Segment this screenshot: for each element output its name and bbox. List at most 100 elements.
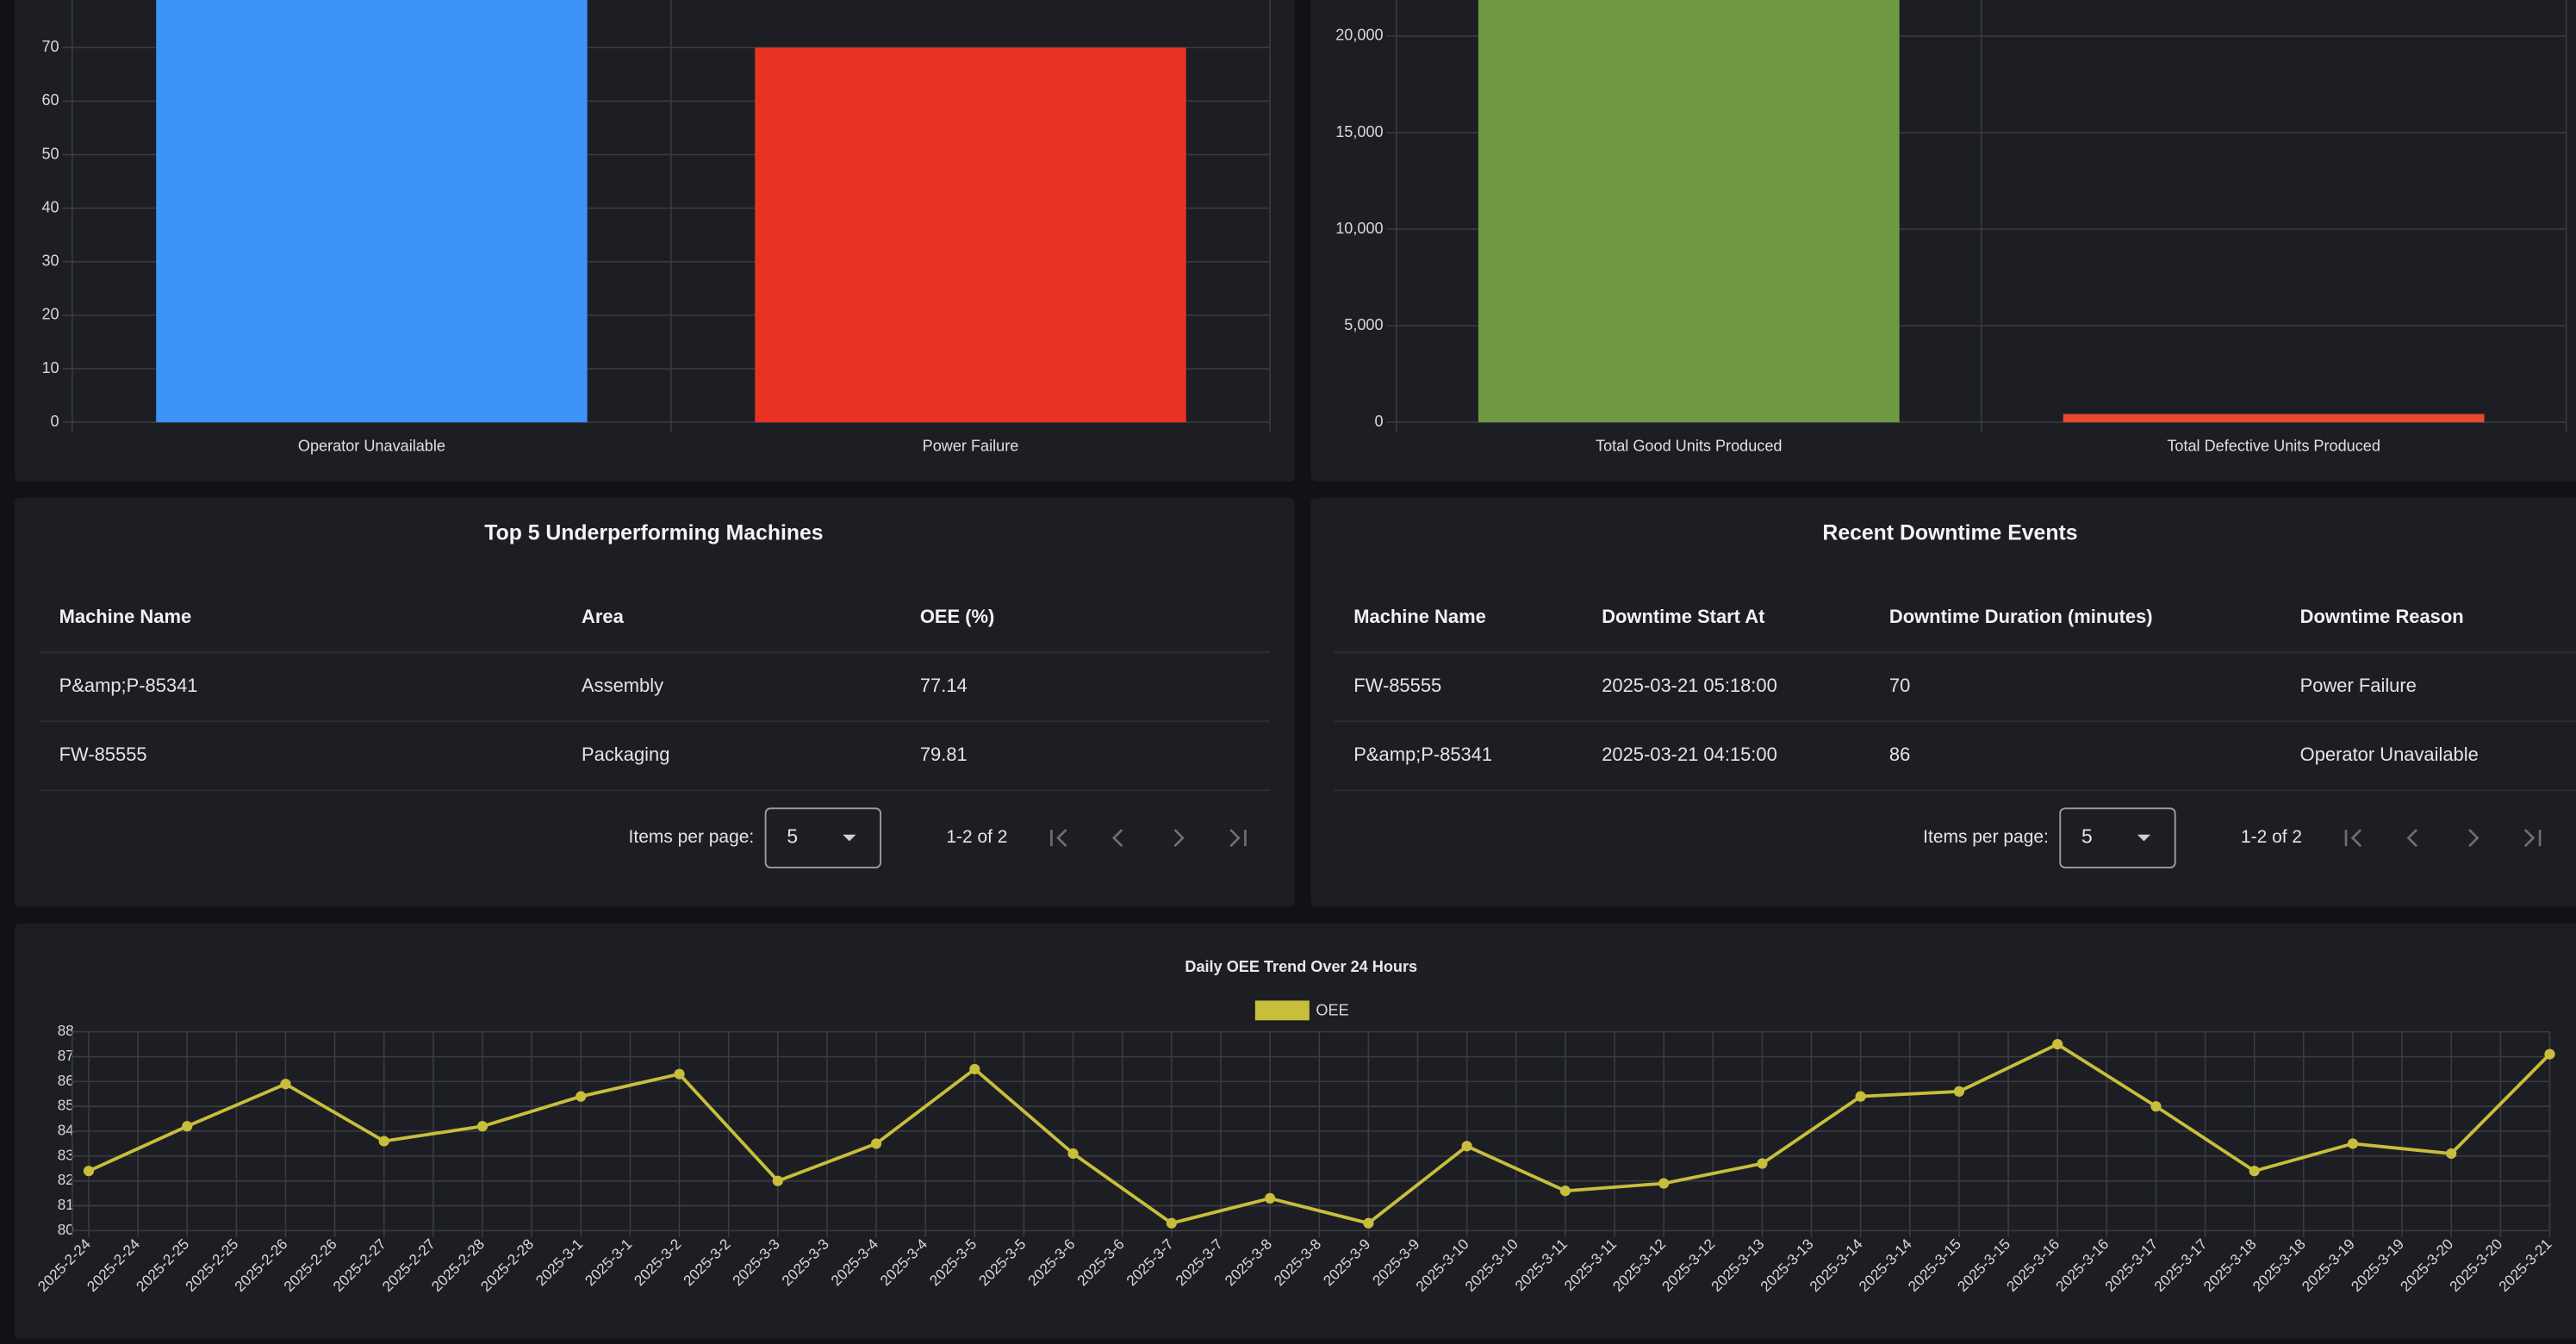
point xyxy=(476,1121,488,1132)
point xyxy=(1658,1178,1670,1189)
items-per-page-label: Items per page: xyxy=(1923,827,2049,847)
y-tick-label: 5,000 xyxy=(1344,316,1383,333)
point xyxy=(1363,1217,1374,1229)
y-tick-label: 20 xyxy=(41,306,59,323)
y-tick-label: 10,000 xyxy=(1335,220,1383,237)
page-range: 1-2 of 2 xyxy=(946,827,1007,847)
line xyxy=(88,1042,2551,1225)
y-tick-label: 30 xyxy=(41,252,59,270)
last-page-button[interactable] xyxy=(2523,829,2542,848)
previous-page-button[interactable] xyxy=(1111,829,1123,848)
point xyxy=(2249,1166,2260,1177)
legend-label: OEE xyxy=(1316,1002,1348,1019)
items-per-page-label: Items per page: xyxy=(629,827,755,847)
y-tick-label: 86 xyxy=(58,1072,74,1089)
items-per-page-select[interactable] xyxy=(764,807,882,868)
chart-title: Daily OEE Trend Over 24 Hours xyxy=(1185,958,1417,975)
point xyxy=(1067,1148,1079,1160)
bar xyxy=(2063,414,2485,423)
y-tick-label: 50 xyxy=(41,145,59,162)
point xyxy=(576,1091,587,1102)
bar xyxy=(156,0,588,423)
y-tick-label: 85 xyxy=(58,1097,74,1114)
y-tick-label: 60 xyxy=(41,91,59,109)
point xyxy=(772,1175,783,1186)
x-tick-label: Operator Unavailable xyxy=(298,438,445,455)
table-cell: Assembly xyxy=(582,675,663,696)
y-tick-label: 88 xyxy=(58,1022,74,1039)
y-tick-label: 10 xyxy=(41,359,59,376)
point xyxy=(870,1138,882,1149)
items-per-page-value: 5 xyxy=(787,825,798,848)
point xyxy=(83,1166,95,1177)
column-header: Machine Name xyxy=(59,606,192,627)
y-tick-label: 15,000 xyxy=(1335,123,1383,140)
point xyxy=(1264,1192,1276,1204)
table-cell: 2025-03-21 05:18:00 xyxy=(1602,675,1777,696)
y-tick-label: 82 xyxy=(58,1171,74,1188)
y-tick-label: 20,000 xyxy=(1335,27,1383,44)
bar xyxy=(1478,0,1900,423)
column-header: Downtime Start At xyxy=(1602,606,1765,627)
point xyxy=(674,1068,685,1080)
table-cell: Operator Unavailable xyxy=(2300,744,2479,765)
column-header: Downtime Reason xyxy=(2300,606,2464,627)
column-header: Downtime Duration (minutes) xyxy=(1889,606,2153,627)
items-per-page-select[interactable] xyxy=(2059,807,2176,868)
table-cell: Power Failure xyxy=(2300,675,2417,696)
downtime-events-panel xyxy=(1310,497,2576,907)
table-cell: 86 xyxy=(1889,744,1910,765)
point xyxy=(1953,1086,1965,1097)
bar xyxy=(755,47,1186,423)
table-cell: P&amp;P-85341 xyxy=(1353,744,1492,765)
table-cell: 77.14 xyxy=(920,675,968,696)
first-page-button[interactable] xyxy=(1050,829,1067,848)
point xyxy=(2347,1138,2359,1149)
point xyxy=(280,1079,291,1090)
y-tick-label: 70 xyxy=(41,38,59,55)
point xyxy=(1166,1217,1177,1229)
y-tick-label: 0 xyxy=(51,413,59,430)
table-title: Recent Downtime Events xyxy=(1822,521,2077,544)
y-tick-label: 40 xyxy=(41,198,59,215)
underperforming-panel xyxy=(15,497,1295,907)
dropdown-arrow xyxy=(2137,834,2151,842)
y-tick-label: 0 xyxy=(1375,413,1384,430)
point xyxy=(2052,1038,2063,1050)
table-cell: Packaging xyxy=(582,744,669,765)
y-tick-label: 81 xyxy=(58,1196,74,1213)
last-page-button[interactable] xyxy=(1229,829,1247,848)
first-page-button[interactable] xyxy=(2344,829,2362,848)
table-cell: FW-85555 xyxy=(1353,675,1441,696)
y-tick-label: 84 xyxy=(58,1122,75,1139)
point xyxy=(1855,1091,1866,1102)
point xyxy=(1461,1141,1472,1152)
point xyxy=(1757,1158,1768,1169)
point xyxy=(2544,1048,2555,1060)
point xyxy=(182,1121,193,1132)
table-cell: 79.81 xyxy=(920,744,968,765)
items-per-page-value: 5 xyxy=(2081,825,2093,848)
point xyxy=(969,1063,980,1075)
table-title: Top 5 Underperforming Machines xyxy=(484,521,823,544)
previous-page-button[interactable] xyxy=(2406,829,2417,848)
page-range: 1-2 of 2 xyxy=(2241,827,2302,847)
point xyxy=(2150,1101,2162,1112)
column-header: OEE (%) xyxy=(920,606,994,627)
point xyxy=(378,1136,389,1147)
next-page-button[interactable] xyxy=(1173,829,1185,848)
dropdown-arrow xyxy=(843,834,856,842)
x-tick-label: Total Defective Units Produced xyxy=(2167,438,2380,455)
point xyxy=(1559,1185,1571,1197)
y-tick-label: 87 xyxy=(58,1047,74,1064)
x-tick-label: Total Good Units Produced xyxy=(1596,438,1782,455)
table-cell: 70 xyxy=(1889,675,1910,696)
x-tick-label: Power Failure xyxy=(923,438,1019,455)
table-cell: P&amp;P-85341 xyxy=(59,675,198,696)
y-tick-label: 83 xyxy=(58,1146,74,1163)
y-tick-label: 80 xyxy=(58,1221,74,1238)
table-cell: FW-85555 xyxy=(59,744,147,765)
next-page-button[interactable] xyxy=(2468,829,2480,848)
